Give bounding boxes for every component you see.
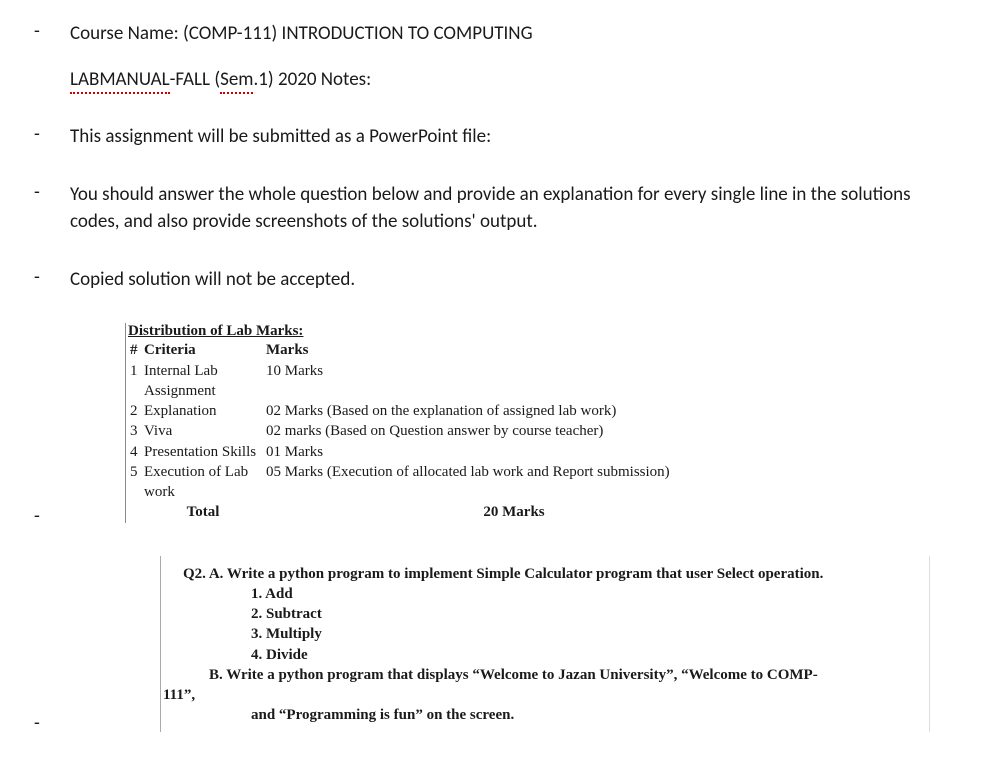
row-criteria: Execution of Lab work <box>142 462 264 503</box>
row-criteria: Presentation Skills <box>142 442 264 462</box>
row-num: 1 <box>128 361 142 402</box>
spell-error-labmanual: LABMANUAL <box>70 68 170 94</box>
question-block: Q2. A. Write a python program to impleme… <box>160 556 930 732</box>
row-marks: 05 Marks (Execution of allocated lab wor… <box>264 462 764 503</box>
header-marks: Marks <box>264 340 764 360</box>
bullet-course-name: - Course Name: (COMP-111) INTRODUCTION T… <box>20 20 960 93</box>
marks-distribution-block: Distribution of Lab Marks: # Criteria Ma… <box>125 323 960 522</box>
table-row: 2 Explanation 02 Marks (Based on the exp… <box>128 401 764 421</box>
table-row: 1 Internal Lab Assignment 10 Marks <box>128 361 764 402</box>
course-name-line: Course Name: (COMP-111) INTRODUCTION TO … <box>70 20 960 48</box>
bullet-text: Copied solution will not be accepted. <box>70 266 960 294</box>
row-criteria: Explanation <box>142 401 264 421</box>
bullet-text: Course Name: (COMP-111) INTRODUCTION TO … <box>70 20 960 93</box>
op-multiply: 3. Multiply <box>161 624 923 644</box>
row-num: 4 <box>128 442 142 462</box>
row-marks: 02 marks (Based on Question answer by co… <box>264 421 764 441</box>
bullet-dash: - <box>20 505 70 528</box>
row-criteria: Internal Lab Assignment <box>142 361 264 402</box>
labmanual-line: LABMANUAL-FALL (Sem.1) 2020 Notes: <box>70 66 960 94</box>
bullet-dash: - <box>20 123 70 151</box>
row-num: 5 <box>128 462 142 503</box>
q2b-text: B. Write a python program that displays … <box>161 665 923 685</box>
row-marks: 10 Marks <box>264 361 764 402</box>
q2b-111: 111”, <box>161 685 923 705</box>
bullet-dash-dist: - <box>20 505 960 528</box>
spell-error-sem: Sem <box>220 68 253 94</box>
bullet-copied: - Copied solution will not be accepted. <box>20 266 960 294</box>
bullet-dash: - <box>20 20 70 93</box>
q2a-text: Q2. A. Write a python program to impleme… <box>161 564 923 584</box>
bullet-text: This assignment will be submitted as a P… <box>70 123 960 151</box>
bullet-dash: - <box>20 181 70 236</box>
op-subtract: 2. Subtract <box>161 604 923 624</box>
table-row: 3 Viva 02 marks (Based on Question answe… <box>128 421 764 441</box>
op-divide: 4. Divide <box>161 645 923 665</box>
bullet-submission: - This assignment will be submitted as a… <box>20 123 960 151</box>
table-row: 5 Execution of Lab work 05 Marks (Execut… <box>128 462 764 503</box>
q2b-and: and “Programming is fun” on the screen. <box>161 705 923 725</box>
bullet-text: You should answer the whole question bel… <box>70 181 960 236</box>
row-num: 3 <box>128 421 142 441</box>
bullet-dash: - <box>20 266 70 294</box>
op-add: 1. Add <box>161 584 923 604</box>
row-criteria: Viva <box>142 421 264 441</box>
header-criteria: Criteria <box>142 340 264 360</box>
header-hash: # <box>128 340 142 360</box>
marks-table: # Criteria Marks 1 Internal Lab Assignme… <box>128 340 764 522</box>
table-header-row: # Criteria Marks <box>128 340 764 360</box>
row-marks: 02 Marks (Based on the explanation of as… <box>264 401 764 421</box>
row-num: 2 <box>128 401 142 421</box>
bullet-instructions: - You should answer the whole question b… <box>20 181 960 236</box>
bullet-dash: - <box>20 712 70 735</box>
distribution-title: Distribution of Lab Marks: <box>128 323 960 340</box>
table-row: 4 Presentation Skills 01 Marks <box>128 442 764 462</box>
row-marks: 01 Marks <box>264 442 764 462</box>
